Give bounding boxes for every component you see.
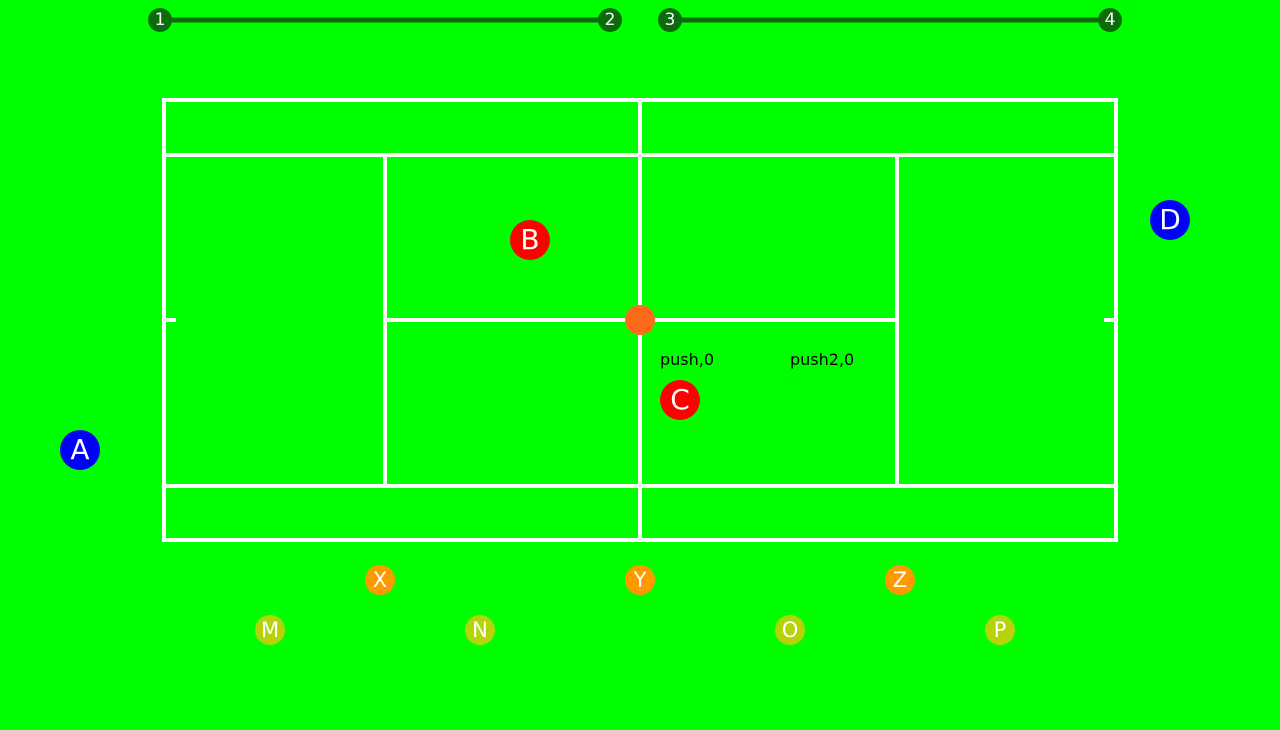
player-b[interactable]: B — [510, 220, 550, 260]
target-x[interactable]: X — [365, 565, 395, 595]
target-m[interactable]: M — [255, 615, 285, 645]
player-a[interactable]: A — [60, 430, 100, 470]
target-z[interactable]: Z — [885, 565, 915, 595]
player-d[interactable]: D — [1150, 200, 1190, 240]
track-node-1[interactable]: 1 — [148, 8, 172, 32]
track-node-2[interactable]: 2 — [598, 8, 622, 32]
track-node-4[interactable]: 4 — [1098, 8, 1122, 32]
target-p[interactable]: P — [985, 615, 1015, 645]
track-node-3[interactable]: 3 — [658, 8, 682, 32]
ball[interactable] — [625, 305, 655, 335]
target-o[interactable]: O — [775, 615, 805, 645]
target-n[interactable]: N — [465, 615, 495, 645]
push-label: push,0 — [660, 350, 715, 369]
push2-label: push2,0 — [790, 350, 855, 369]
player-c[interactable]: C — [660, 380, 700, 420]
target-y[interactable]: Y — [625, 565, 655, 595]
